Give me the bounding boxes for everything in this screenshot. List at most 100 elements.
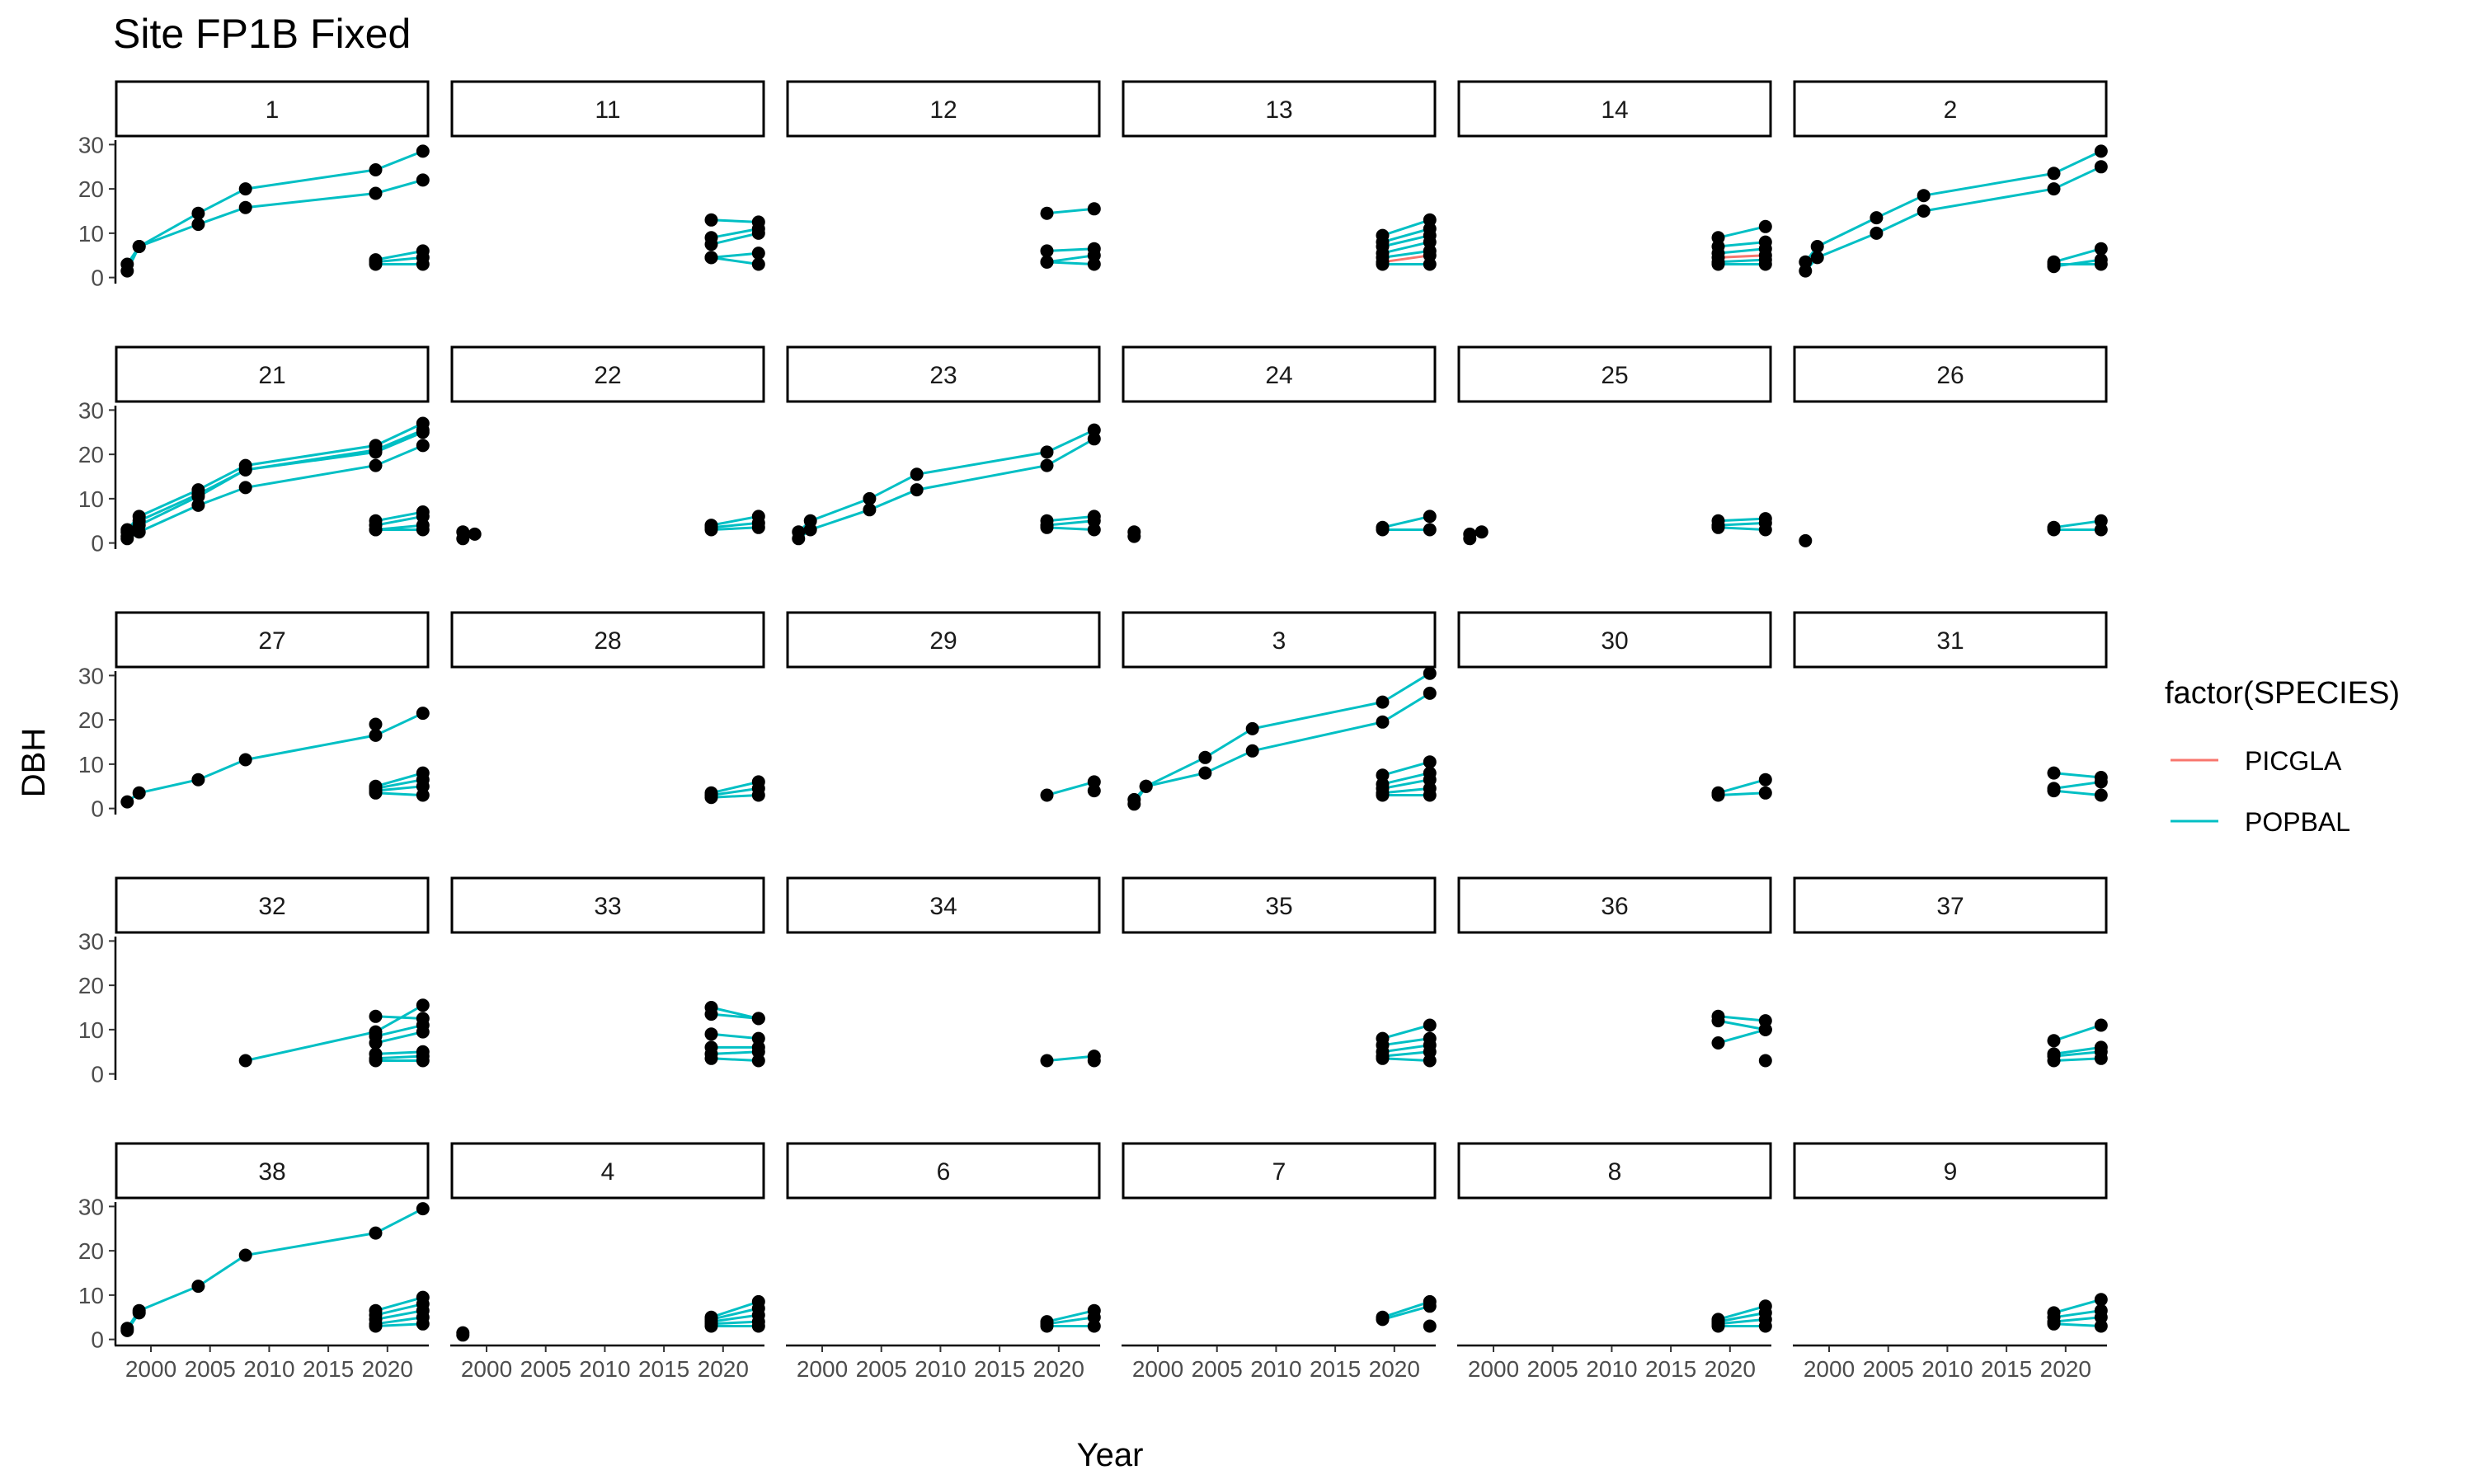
data-point [1423,1018,1437,1032]
series-line [1718,258,1766,264]
series-line [1382,218,1431,237]
series-line [711,787,760,796]
data-point [751,1319,765,1333]
data-point [2047,257,2061,271]
series-line [2053,247,2102,264]
facet-strip [786,876,1101,934]
data-point [1376,788,1390,802]
data-point [1758,219,1772,233]
x-tick-label: 2000 [125,1356,176,1382]
y-tick-label: 10 [78,221,104,247]
series-line [711,1320,759,1326]
series-line [1382,254,1431,264]
data-point [238,182,252,196]
data-point [416,173,430,187]
facet-strip [1793,876,2108,934]
facet-strip-label: 23 [929,362,957,389]
y-tick-label: 20 [78,176,104,202]
facet-strip [786,611,1101,669]
y-tick-label: 30 [78,397,104,423]
y-tick-label: 0 [91,265,104,291]
facet-strip-label: 22 [594,362,621,389]
data-point [2094,523,2108,537]
series-line [1718,526,1766,531]
x-tick-label: 2000 [1804,1356,1855,1382]
data-point [1087,202,1101,216]
facet-strip-label: 14 [1601,96,1628,124]
data-point [191,218,205,232]
series-line [1804,165,2102,272]
series-line [1382,1050,1430,1058]
series-line [1047,1316,1095,1326]
data-point [369,163,383,176]
facet-panel: 14 [1457,80,1772,271]
facet-strip-label: 3 [1272,627,1286,655]
data-point [1139,779,1153,793]
data-point [369,1319,383,1333]
series-line [2053,1045,2102,1055]
data-point [132,240,146,253]
data-point [416,1025,430,1039]
x-tick-label: 2010 [1921,1356,1973,1382]
facet-strip [1122,80,1437,138]
y-tick-label: 0 [91,1062,104,1087]
data-point [1423,257,1437,271]
data-point [1423,1299,1437,1313]
data-point [1711,788,1725,802]
facet-strip [450,80,765,138]
data-point [792,532,806,546]
data-point [1376,695,1390,709]
series-line [1718,247,1766,255]
facet-strip-label: 32 [258,893,285,920]
x-tick-label: 2010 [1250,1356,1301,1382]
legend: factor(SPECIES) PICGLA POPBAL [2165,676,2400,837]
series-line [2053,789,2101,796]
series-line [1382,1024,1431,1040]
facet-strip [450,611,765,669]
data-point [1040,788,1054,802]
series-line [1047,519,1094,527]
series-line [711,1313,760,1323]
data-point [238,463,252,477]
data-point [238,200,252,214]
data-point [416,523,430,537]
facet-strip-label: 33 [594,893,621,920]
facet-strip-label: 28 [594,627,621,655]
data-point [1799,264,1813,278]
facet-strip-label: 30 [1601,627,1628,655]
facet-strip [115,611,430,669]
y-tick-label: 10 [78,1283,104,1308]
data-point [369,523,383,537]
data-point [704,1051,718,1065]
data-point [1423,1319,1437,1333]
x-tick-label: 2010 [1586,1356,1637,1382]
series-line [1382,760,1431,777]
data-point [1711,1036,1725,1050]
y-tick-label: 30 [78,663,104,688]
data-point [910,483,924,497]
series-line [375,778,424,790]
data-point [468,527,482,541]
data-point [1423,1054,1437,1068]
facet-panel: 37 [1793,876,2108,1068]
data-point [1870,211,1884,225]
data-point [2094,160,2108,174]
facet-panel: 27 0 10 20 30 [78,611,430,822]
data-point [456,1328,470,1342]
series-line [1382,778,1431,790]
data-point [416,439,430,453]
x-tick-label: 2015 [638,1356,689,1382]
series-line [375,1296,424,1313]
x-axis-title: Year [1077,1437,1144,1473]
series-line [1047,780,1095,796]
data-point [2047,784,2061,798]
series-line [1047,247,1094,252]
data-point [238,481,252,495]
data-point [1423,666,1437,680]
data-point [416,1202,430,1216]
series-line [1718,517,1766,523]
data-point [1917,204,1931,218]
data-point [751,247,765,261]
data-point [1245,744,1259,758]
